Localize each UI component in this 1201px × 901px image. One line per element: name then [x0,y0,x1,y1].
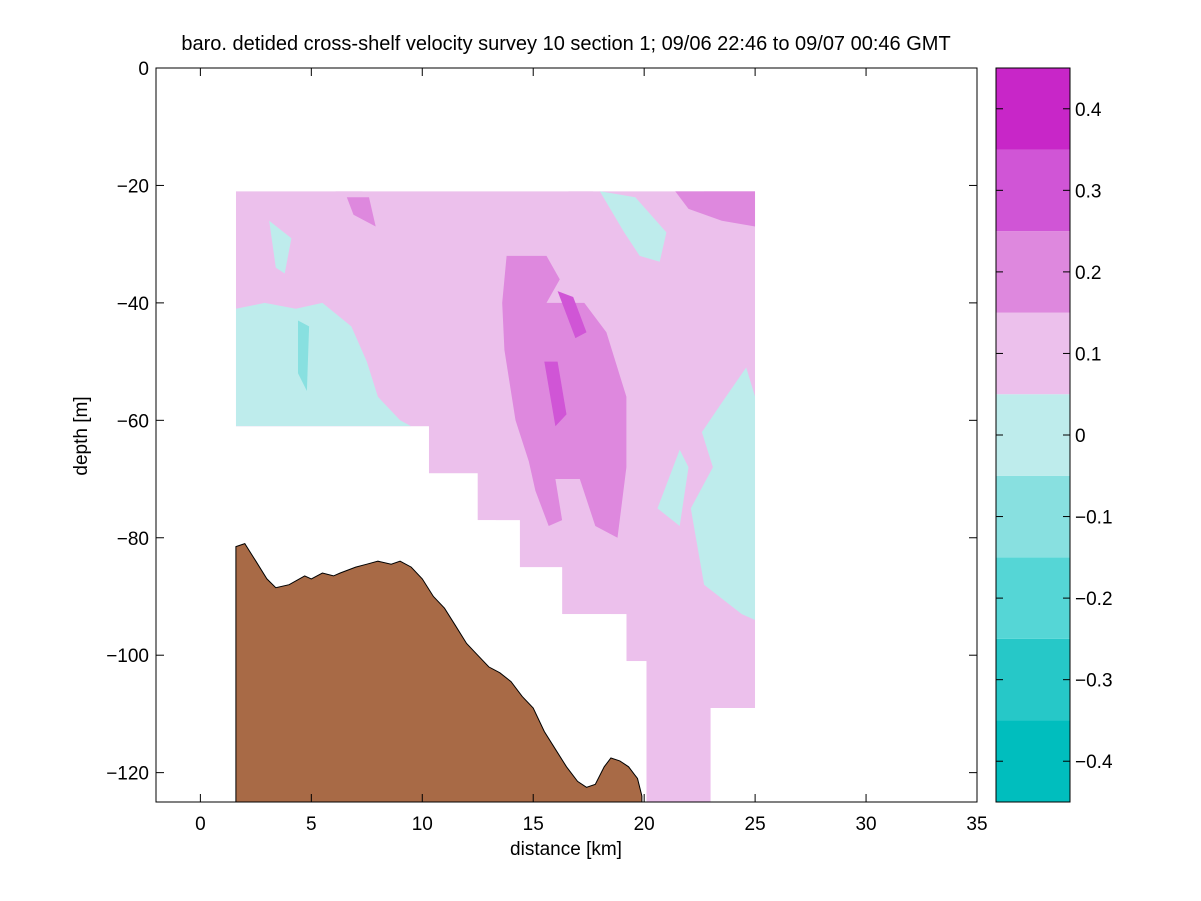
velocity-contour-region-4 [502,255,627,538]
colorbar-tick-label: 0.3 [1075,181,1101,202]
velocity-contour-region-8 [235,302,412,427]
colorbar-tick-label: 0 [1075,426,1086,447]
x-tick-label: 35 [966,814,987,835]
colorbar-tick-label: 0.2 [1075,263,1101,284]
colorbar-tick-label: 0.4 [1075,100,1102,121]
velocity-contour-region-0 [235,191,756,662]
x-tick-label: 10 [412,814,433,835]
velocity-contour-region-5 [675,191,756,227]
colorbar-level-6 [996,231,1070,313]
colorbar-level-4 [996,394,1070,476]
y-tick-label: −40 [117,294,149,315]
chart-title: baro. detided cross-shelf velocity surve… [181,33,950,55]
colorbar-level-3 [996,475,1070,558]
colorbar-level-1 [996,638,1070,721]
colorbar-tick-label: −0.2 [1075,589,1113,610]
y-tick-label: −80 [117,529,149,550]
colorbar-level-2 [996,557,1070,639]
x-tick-label: 15 [523,814,544,835]
x-axis-label: distance [km] [510,839,622,860]
x-tick-label: 20 [634,814,655,835]
y-tick-label: −60 [117,411,149,432]
seafloor-bottom [235,543,643,803]
velocity-contour-region-7 [544,361,567,427]
x-tick-label: 30 [855,814,876,835]
velocity-contour-region-6 [557,291,587,339]
velocity-contour-region-2 [400,279,447,356]
colorbar-level-7 [996,149,1070,232]
colorbar-level-8 [996,68,1070,150]
colorbar-level-5 [996,312,1070,395]
x-tick-label: 0 [195,814,206,835]
velocity-contour-region-9 [269,220,292,274]
x-tick-label: 5 [306,814,317,835]
velocity-contour-region-11 [690,367,756,620]
x-tick-label: 25 [745,814,766,835]
colorbar-tick-label: 0.1 [1075,344,1101,365]
velocity-contour-region-3 [346,197,376,227]
velocity-field [235,191,756,803]
plot-area: 0 5 10 15 20 25 30 35 0 −20 −40 −60 −80 −100 −120 [106,59,987,835]
velocity-contour-region-12 [657,449,689,526]
colorbar-level-0 [996,720,1070,802]
velocity-contour-region-13 [298,320,310,391]
colorbar-tick-label: −0.3 [1075,671,1113,692]
y-tick-label: −100 [106,646,149,667]
colorbar-tick-label: −0.1 [1075,508,1113,529]
colorbar-tick-label: −0.4 [1075,752,1113,773]
y-tick-label: −20 [117,176,149,197]
axes-frame [155,67,978,803]
velocity-contour-region-10 [599,191,667,262]
y-axis-label: depth [m] [71,396,92,475]
colorbar: −0.4 −0.3 −0.2 −0.1 0 0.1 0.2 0.3 0.4 [995,67,1113,803]
y-tick-label: 0 [138,59,149,80]
y-tick-label: −120 [106,764,149,785]
